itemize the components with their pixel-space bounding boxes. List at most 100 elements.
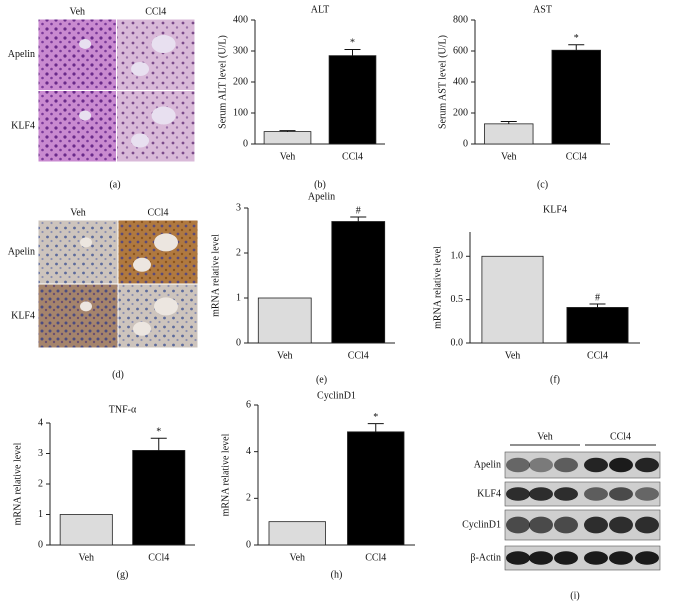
blot-band — [506, 487, 530, 501]
x-tick-label: Veh — [280, 151, 296, 162]
x-tick-label: Veh — [501, 151, 517, 162]
y-tick-label: 400 — [453, 76, 468, 87]
y-tick-label: 0 — [236, 337, 241, 348]
blot-band — [635, 457, 659, 473]
x-tick-label: CCl4 — [587, 350, 608, 361]
panel-label: (c) — [537, 179, 548, 190]
y-tick-label: 1 — [38, 509, 43, 520]
vessel — [133, 257, 151, 272]
bar — [257, 297, 312, 344]
panel-label: (i) — [570, 590, 579, 601]
vessel — [131, 62, 150, 77]
y-tick-label: 400 — [233, 14, 248, 25]
column-label: CCl4 — [145, 6, 166, 17]
blot-strip — [504, 451, 661, 479]
x-tick-label: CCl4 — [566, 151, 587, 162]
blot-band — [529, 551, 553, 565]
blot-band — [554, 457, 578, 473]
micrograph — [117, 91, 195, 162]
chart-title: TNF-α — [109, 404, 137, 415]
blot-band — [506, 551, 530, 565]
row-label: KLF4 — [11, 310, 35, 321]
y-tick-label: 1 — [236, 292, 241, 303]
blot-band — [609, 551, 633, 565]
y-axis-label: mRNA relative level — [12, 442, 23, 525]
row-label: β-Actin — [470, 552, 501, 563]
row-label: KLF4 — [477, 488, 501, 499]
y-tick-label: 0 — [38, 539, 43, 550]
y-tick-label: 0 — [246, 539, 251, 550]
error-bar — [568, 44, 585, 51]
bar — [551, 49, 601, 145]
y-tick-label: 200 — [453, 107, 468, 118]
group-label: CCl4 — [610, 431, 631, 442]
bar — [484, 123, 534, 145]
blot-band — [635, 551, 659, 565]
y-tick-label: 0 — [243, 138, 248, 149]
x-tick-label: CCl4 — [348, 350, 369, 361]
x-tick-label: CCl4 — [365, 552, 386, 563]
bar — [566, 307, 629, 344]
y-axis-label: Serum AST level (U/L) — [437, 35, 448, 129]
micrograph — [118, 220, 198, 284]
bar — [481, 255, 544, 344]
error-bar — [344, 48, 361, 56]
blot-band — [584, 516, 608, 534]
y-axis-label: mRNA relative level — [220, 433, 231, 516]
error-bar — [279, 130, 296, 132]
chart-title: CyclinD1 — [317, 390, 356, 401]
y-tick-label: 200 — [233, 76, 248, 87]
blot-band — [635, 516, 659, 534]
x-tick-label: Veh — [277, 350, 293, 361]
panel-label: (a) — [109, 179, 120, 190]
row-label: CyclinD1 — [462, 519, 501, 530]
micrograph — [117, 19, 195, 90]
vessel — [154, 233, 178, 252]
y-tick-label: 800 — [453, 14, 468, 25]
vessel — [131, 133, 150, 148]
chart-title: KLF4 — [543, 204, 567, 215]
micrograph — [118, 284, 198, 348]
blot-band — [609, 457, 633, 473]
x-tick-label: CCl4 — [148, 552, 169, 563]
error-bar — [367, 423, 384, 432]
blot-band — [554, 516, 578, 534]
blot-band — [554, 487, 578, 501]
x-tick-label: Veh — [505, 350, 521, 361]
panel-label: (f) — [550, 374, 560, 385]
y-axis-label: mRNA relative level — [210, 234, 221, 317]
vessel — [79, 39, 92, 50]
significance-mark: # — [595, 292, 600, 303]
blot-band — [529, 457, 553, 473]
vessel — [154, 297, 178, 316]
y-axis-label: mRNA relative level — [432, 246, 443, 329]
error-bar — [589, 303, 606, 308]
blot-band — [609, 516, 633, 534]
panel-label: (d) — [112, 369, 124, 380]
bar — [331, 221, 386, 344]
row-label: KLF4 — [11, 121, 35, 132]
row-label: Apelin — [474, 459, 501, 470]
y-tick-label: 600 — [453, 45, 468, 56]
y-tick-label: 0.0 — [451, 337, 464, 348]
micrograph — [38, 91, 116, 162]
y-tick-label: 2 — [246, 493, 251, 504]
error-bar — [150, 437, 167, 451]
significance-mark: * — [350, 38, 355, 49]
vessel — [79, 110, 92, 121]
y-tick-label: 300 — [233, 45, 248, 56]
y-tick-label: 0.5 — [451, 294, 464, 305]
significance-mark: # — [356, 205, 361, 216]
bar — [263, 131, 312, 145]
blot-band — [554, 551, 578, 565]
x-tick-label: CCl4 — [342, 151, 363, 162]
error-bar — [350, 216, 367, 222]
column-label: Veh — [70, 207, 86, 218]
y-tick-label: 4 — [38, 417, 43, 428]
micrograph — [38, 19, 116, 90]
vessel — [80, 237, 92, 248]
vessel — [151, 35, 176, 54]
x-tick-label: Veh — [289, 552, 305, 563]
panel-label: (h) — [331, 569, 343, 580]
